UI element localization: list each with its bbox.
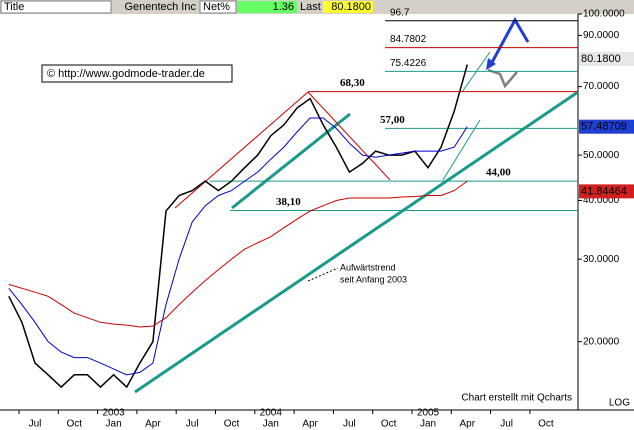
- x-tick-label: Jan: [420, 419, 436, 430]
- x-tick-label: Oct: [224, 419, 240, 430]
- level-label: 68,30: [340, 77, 365, 89]
- annotation: seit Anfang 2003: [340, 274, 407, 284]
- copyright: © http://www.godmode-trader.de: [47, 68, 205, 80]
- x-tick-label: Jul: [343, 419, 356, 430]
- x-tick-label: Apr: [460, 419, 476, 430]
- header-net-label: Net%: [203, 1, 230, 13]
- x-tick-label: Oct: [381, 419, 397, 430]
- header-net: 1.36: [273, 1, 294, 13]
- header-last-label: Last: [300, 1, 321, 13]
- level-label: 38,10: [276, 196, 301, 208]
- arrow-head: [486, 58, 496, 70]
- x-tick-label: Jan: [263, 419, 279, 430]
- x-tick-label: Jul: [29, 419, 42, 430]
- axis-marker: [579, 184, 634, 199]
- series-line: [8, 180, 468, 328]
- x-tick-label: Jul: [500, 419, 513, 430]
- plot-area: [8, 16, 579, 394]
- header-bar: [0, 0, 634, 14]
- header-cell: [199, 0, 237, 14]
- series-line: [8, 117, 468, 376]
- x-tick-label: Apr: [145, 419, 161, 430]
- y-tick-label: 30.0000: [583, 254, 620, 265]
- level-label: 84.7802: [390, 34, 427, 45]
- header-cell: [0, 0, 112, 14]
- level-label: 44,00: [486, 167, 511, 179]
- header-net-cell: [237, 1, 297, 13]
- x-tick-label: Oct: [67, 419, 83, 430]
- channel-line: [174, 91, 309, 209]
- annotation-pointer: [307, 267, 339, 282]
- trend-line: [134, 90, 579, 394]
- annotation: Aufwärtstrend: [340, 262, 396, 272]
- y-tick-label: 90.0000: [583, 30, 620, 41]
- axis-marker-label: 41.84464: [581, 185, 627, 197]
- scenario-arrow: [488, 16, 530, 67]
- credit: Chart erstellt mit Qcharts: [461, 393, 572, 404]
- x-tick-label: Apr: [302, 419, 318, 430]
- header-last-cell: [323, 1, 373, 13]
- x-tick-label: Oct: [538, 419, 554, 430]
- level-label: 96.7: [390, 7, 410, 18]
- axis-marker-label: 80.1800: [581, 53, 621, 65]
- channel-line: [442, 119, 481, 181]
- header-symbol: Genentech Inc: [124, 1, 196, 13]
- copyright-box: [41, 64, 233, 83]
- x-tick-label: Jan: [106, 419, 122, 430]
- y-tick-label: 70.0000: [583, 81, 620, 92]
- level-label: 57,00: [380, 114, 405, 126]
- y-tick-label: 100.0000: [583, 9, 625, 20]
- scenario-arrow: [487, 68, 518, 89]
- year-label: 2005: [417, 408, 440, 419]
- y-tick-label: 50.0000: [583, 150, 620, 161]
- axis-marker: [579, 51, 634, 66]
- axis-marker: [579, 119, 634, 134]
- header-last: 80.1800: [331, 1, 371, 13]
- channel-line: [461, 51, 491, 93]
- channel-line: [307, 91, 391, 181]
- year-label: 2004: [260, 408, 283, 419]
- trend-line: [231, 112, 351, 210]
- axis-marker-label: 57.48709: [581, 121, 627, 133]
- y-tick-label: 20.0000: [583, 336, 620, 347]
- level-label: 75.4226: [390, 58, 427, 69]
- header-title: Title: [4, 1, 24, 13]
- year-label: 2003: [102, 408, 125, 419]
- y-tick-label: 40.0000: [583, 195, 620, 206]
- scale-note: LOG: [609, 398, 630, 409]
- x-tick-label: Jul: [186, 419, 199, 430]
